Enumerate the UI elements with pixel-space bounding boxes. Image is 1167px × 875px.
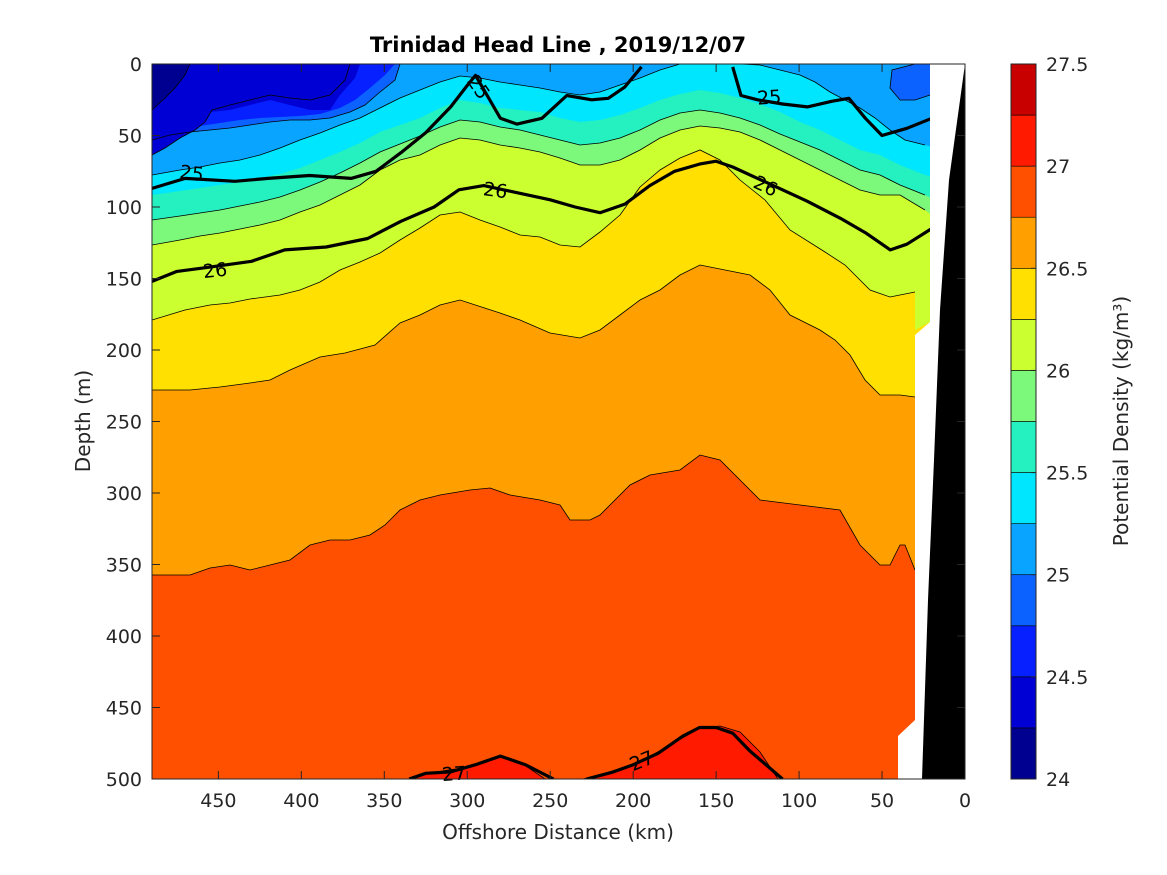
chart-title: Trinidad Head Line , 2019/12/07 [370, 33, 746, 57]
x-tick-label: 400 [283, 790, 319, 812]
y-tick-label: 200 [106, 340, 142, 362]
x-tick-label: 50 [870, 790, 894, 812]
contour-27 [586, 725, 784, 779]
x-tick-label: 250 [532, 790, 568, 812]
colorbar-band [1010, 267, 1037, 320]
y-tick-label: 0 [130, 54, 142, 76]
y-tick-label: 350 [106, 555, 142, 577]
x-tick-label: 0 [959, 790, 971, 812]
colorbar-band [1010, 421, 1037, 473]
x-tick-label: 300 [449, 790, 485, 812]
y-tick-label: 400 [106, 626, 142, 648]
colorbar-band [1010, 216, 1037, 269]
colorbar-band [1010, 165, 1037, 218]
colorbar-band [1010, 523, 1037, 576]
colorbar-tick-label: 26 [1046, 360, 1070, 382]
contour-27 [408, 754, 555, 779]
colorbar-tick-label: 24 [1046, 769, 1070, 791]
colorbar-tick-label: 27.5 [1046, 54, 1088, 76]
x-tick-label: 350 [366, 790, 402, 812]
y-tick-label: 500 [106, 769, 142, 791]
contour-label: 26 [202, 259, 228, 283]
colorbar-band [1010, 472, 1037, 524]
contour-label: 25 [178, 161, 205, 186]
colorbar-band [1010, 114, 1037, 167]
colorbar-tick-label: 25 [1046, 565, 1070, 587]
contour-label-text: 26 [482, 178, 509, 203]
x-tick-label: 450 [200, 790, 236, 812]
contour-label: 26 [482, 178, 509, 203]
colorbar-band [1010, 676, 1037, 729]
x-tick-label: 100 [781, 790, 817, 812]
contour-25 [731, 66, 933, 138]
colorbar-band [1010, 727, 1037, 780]
plot-area [152, 64, 965, 779]
x-tick-label: 200 [615, 790, 651, 812]
colorbar-tick-label: 26.5 [1046, 258, 1088, 280]
colorbar-tick-label: 27 [1046, 156, 1070, 178]
y-axis-label: Depth (m) [71, 370, 95, 472]
contour-26 [152, 159, 933, 283]
y-axis: 0 50 100 150 200 250 300 350 400 450 500 [106, 54, 965, 791]
colorbar-frame [1010, 63, 1037, 780]
y-tick-label: 300 [106, 483, 142, 505]
labeled-contour-lines [152, 65, 933, 779]
contour-label: 27 [441, 762, 467, 786]
x-tick-label: 150 [698, 790, 734, 812]
colorbar-label: Potential Density (kg/m³) [1109, 296, 1133, 547]
contour-label-text: 25 [178, 161, 205, 186]
colorbar-band [1010, 319, 1037, 371]
contour-label-text: 26 [202, 259, 228, 283]
colorbar-band [1010, 574, 1037, 627]
contour-label-text: 25 [756, 86, 782, 110]
colorbar-band [1010, 370, 1037, 422]
y-tick-label: 50 [118, 126, 142, 148]
band-24.00-24.25 [152, 64, 190, 110]
x-axis: 450 400 350 300 250 200 150 100 50 0 [200, 64, 971, 812]
y-tick-label: 450 [106, 698, 142, 720]
contour-25 [152, 65, 643, 190]
x-axis-label: Offshore Distance (km) [442, 820, 674, 844]
contour-label-text: 27 [441, 762, 467, 786]
colorbar: 24 24.5 25 25.5 26 26.5 27 27.5 [1010, 54, 1088, 791]
y-tick-label: 150 [106, 269, 142, 291]
seafloor-shelf [922, 64, 965, 779]
y-tick-label: 100 [106, 197, 142, 219]
y-tick-label: 250 [106, 412, 142, 434]
colorbar-band [1010, 625, 1037, 678]
contour-label: 25 [756, 86, 782, 110]
band-24.25-24.50 [152, 64, 350, 155]
colorbar-band [1010, 63, 1037, 116]
colorbar-tick-label: 25.5 [1046, 463, 1088, 485]
colorbar-tick-label: 24.5 [1046, 667, 1088, 689]
